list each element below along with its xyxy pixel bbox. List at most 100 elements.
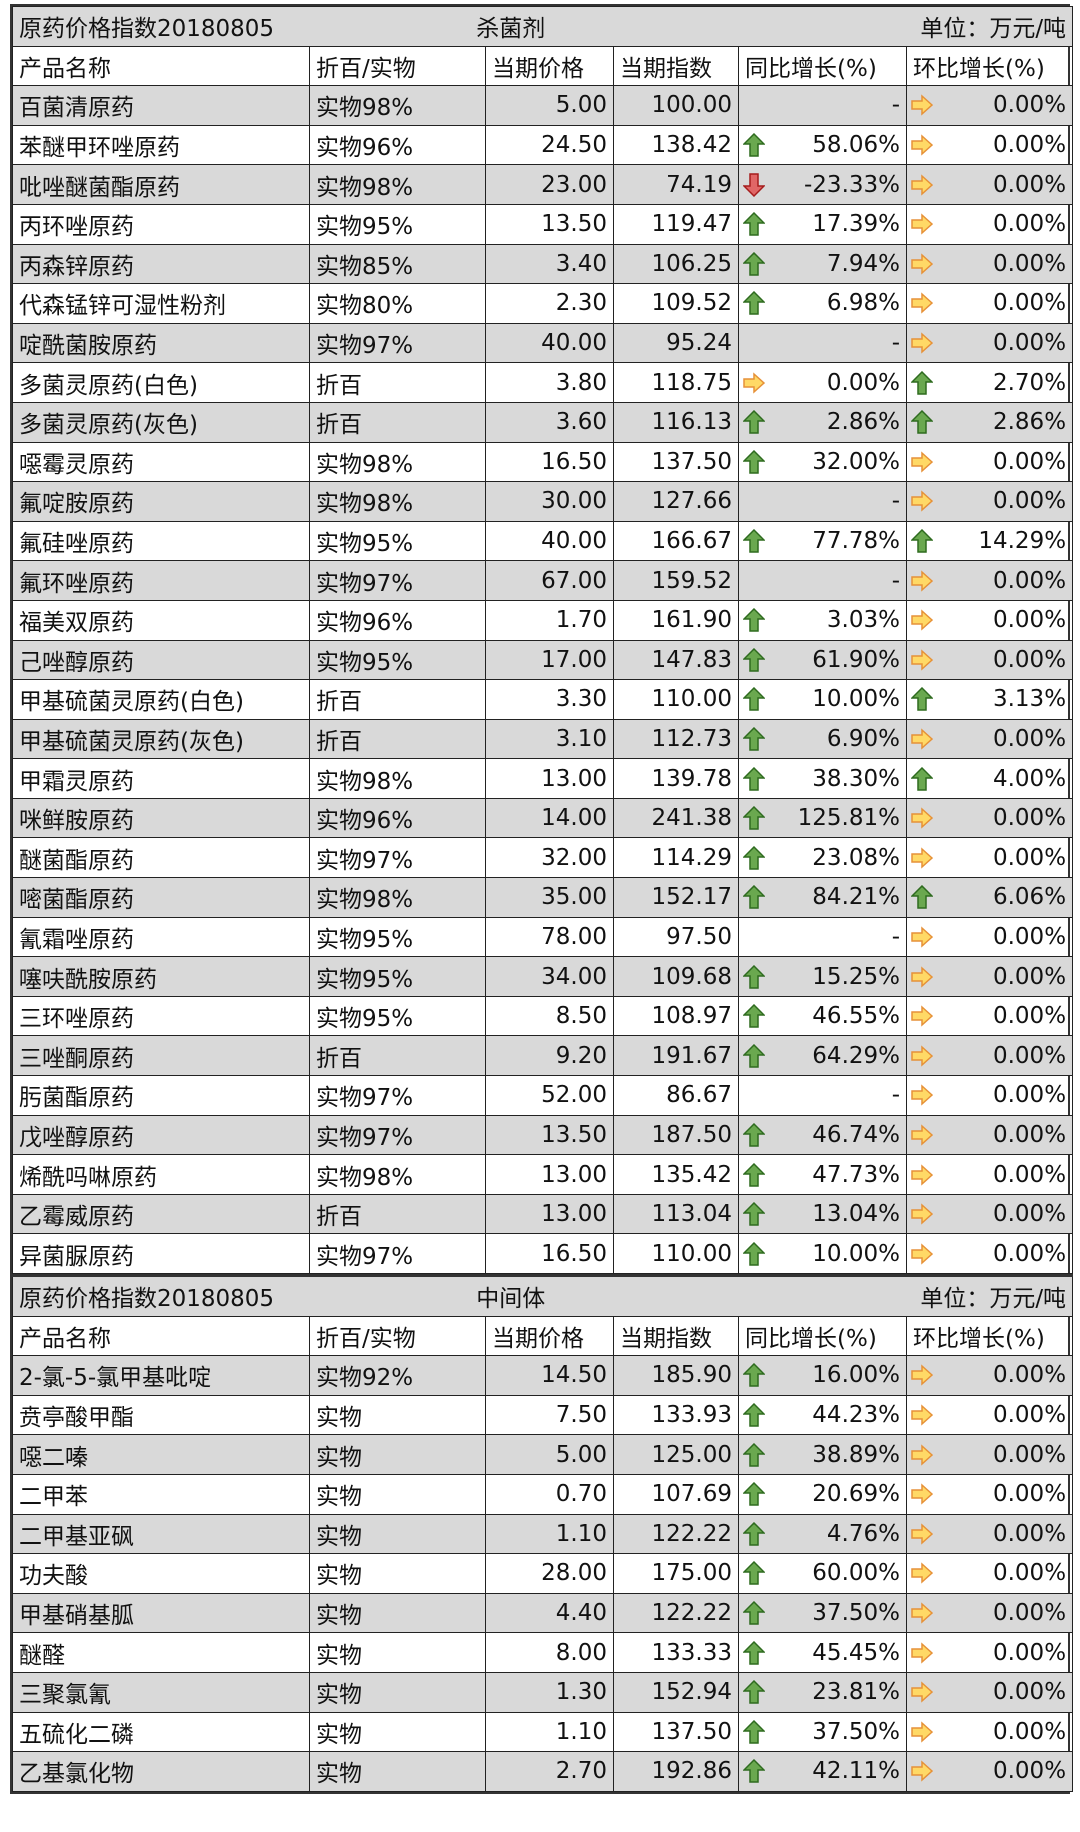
price-index-sheet: 原药价格指数20180805 杀菌剂 单位：万元/吨 产品名称 折百/实物 当期价格 当期指…	[10, 4, 1074, 1794]
price: 16.50	[541, 448, 607, 475]
index-cell: 166.67	[613, 520, 739, 562]
yoy-change: 0.00%	[826, 369, 900, 396]
price: 5.00	[555, 92, 607, 119]
mom-change: 4.00%	[992, 765, 1067, 792]
title-cell: 原药价格指数20180805 杀菌剂 单位：万元/吨	[11, 6, 1074, 47]
data-row: 氟硅唑原药 实物95% 40.00 166.67 77.78% 14.29%	[12, 520, 1074, 562]
trend-arrow	[743, 1122, 765, 1147]
yoy-change: 6.90%	[826, 725, 900, 752]
trend-arrow	[911, 1404, 933, 1426]
index-cell: 110.00	[613, 679, 739, 720]
price: 30.00	[541, 488, 607, 515]
price-cell: 0.70	[485, 1473, 614, 1515]
yoy-change: 15.25%	[812, 963, 900, 990]
yoy-change-cell: 38.89%	[738, 1434, 907, 1475]
spec-cell: 实物	[309, 1394, 486, 1436]
price-cell: 3.80	[485, 362, 614, 403]
mom-change-cell: 0.00%	[905, 916, 1074, 958]
yoy-change-cell: -	[738, 916, 907, 958]
product-name-cell: 醚菌酯原药	[12, 837, 310, 879]
mom-change-cell: 0.00%	[905, 1671, 1074, 1713]
product-name-cell: 醚醛	[12, 1632, 310, 1673]
trend-arrow	[911, 490, 933, 513]
index-cell: 97.50	[613, 916, 739, 958]
spec-cell: 实物	[309, 1711, 486, 1753]
trend-arrow	[743, 1442, 765, 1467]
mom-change-cell: 0.00%	[905, 956, 1074, 997]
mom-change-cell: 0.00%	[905, 481, 1074, 522]
product-name-cell: 啶酰菌胺原药	[12, 322, 310, 364]
mom-change-cell: 0.00%	[905, 1233, 1074, 1274]
price-cell: 17.00	[485, 639, 614, 681]
index: 97.50	[666, 923, 732, 950]
title-cell: 原药价格指数20180805 中间体 单位：万元/吨	[11, 1275, 1074, 1317]
header-row: 产品名称 折百/实物 当期价格 当期指数 同比增长(%) 环比增长(%)	[12, 45, 1074, 87]
trend-arrow	[911, 1641, 933, 1664]
spec: 实物	[316, 1563, 362, 1590]
spec: 实物95%	[316, 966, 414, 993]
index-cell: 138.42	[613, 124, 739, 166]
price-cell: 4.40	[485, 1592, 614, 1634]
index-cell: 127.66	[613, 481, 739, 522]
index: 118.75	[651, 369, 732, 396]
price: 1.10	[555, 1718, 607, 1745]
trend-arrow	[911, 1084, 933, 1107]
product-name-cell: 功夫酸	[12, 1553, 310, 1594]
spec-cell: 实物	[309, 1632, 486, 1673]
mom-change: 14.29%	[978, 528, 1067, 555]
yoy-change-cell: 58.06%	[738, 124, 907, 166]
mom-change: 2.70%	[992, 369, 1067, 396]
spec: 实物	[316, 1484, 362, 1511]
index-cell: 109.68	[613, 956, 739, 997]
index: 137.50	[651, 448, 732, 475]
mom-change: 2.86%	[992, 409, 1067, 436]
trend-arrow	[911, 728, 933, 750]
trend-arrow	[743, 1241, 765, 1266]
trend-arrow	[743, 1680, 765, 1704]
mom-change: 0.00%	[992, 1639, 1067, 1666]
yoy-change-cell: 6.90%	[738, 718, 907, 760]
product-name: 氟啶胺原药	[19, 491, 134, 518]
product-name: 啶酰菌胺原药	[19, 333, 157, 360]
product-name: 乙霉威原药	[19, 1204, 134, 1231]
spec: 实物95%	[316, 1006, 414, 1033]
spec: 折百	[316, 372, 362, 399]
yoy-change-cell: 6.98%	[738, 283, 907, 324]
spec-cell: 实物98%	[309, 441, 486, 483]
spec: 实物97%	[316, 1243, 414, 1270]
index-cell: 100.00	[613, 85, 739, 126]
column-header: 环比增长(%)	[905, 45, 1074, 87]
yoy-change: 47.73%	[812, 1161, 900, 1188]
data-row: 氟环唑原药 实物97% 67.00 159.52 - 0.00%	[12, 560, 1074, 601]
yoy-change-cell: 15.25%	[738, 956, 907, 997]
mom-change: 0.00%	[992, 646, 1067, 673]
product-name: 醚醛	[19, 1642, 65, 1669]
trend-arrow	[743, 885, 765, 910]
spec: 折百	[316, 689, 362, 716]
mom-change: 0.00%	[992, 1560, 1067, 1587]
index: 138.42	[651, 132, 732, 159]
product-name: 2-氯-5-氯甲基吡啶	[19, 1365, 212, 1392]
yoy-change: 3.03%	[826, 607, 900, 634]
mom-change-cell: 4.00%	[905, 758, 1074, 799]
price-cell: 7.50	[485, 1394, 614, 1436]
index-cell: 133.93	[613, 1394, 739, 1436]
spec: 实物95%	[316, 531, 414, 558]
mom-change-cell: 0.00%	[905, 203, 1074, 245]
data-row: 乙基氯化物 实物 2.70 192.86 42.11% 0.00%	[12, 1751, 1074, 1792]
mom-change: 0.00%	[992, 211, 1067, 238]
index-cell: 86.67	[613, 1075, 739, 1116]
index: 122.22	[651, 1600, 732, 1627]
data-row: 三环唑原药 实物95% 8.50 108.97 46.55% 0.00%	[12, 995, 1074, 1037]
product-name: 烯酰吗啉原药	[19, 1164, 157, 1191]
mom-change: 0.00%	[992, 1600, 1067, 1627]
spec: 实物97%	[316, 1124, 414, 1151]
mom-change: 0.00%	[992, 1481, 1067, 1508]
price: 2.70	[555, 1758, 607, 1785]
price: 4.40	[555, 1600, 607, 1627]
yoy-change: 64.29%	[812, 1042, 900, 1069]
price: 52.00	[541, 1082, 607, 1109]
product-name-cell: 氰霜唑原药	[12, 916, 310, 958]
data-row: 功夫酸 实物 28.00 175.00 60.00% 0.00%	[12, 1553, 1074, 1594]
yoy-change: 44.23%	[812, 1402, 900, 1429]
